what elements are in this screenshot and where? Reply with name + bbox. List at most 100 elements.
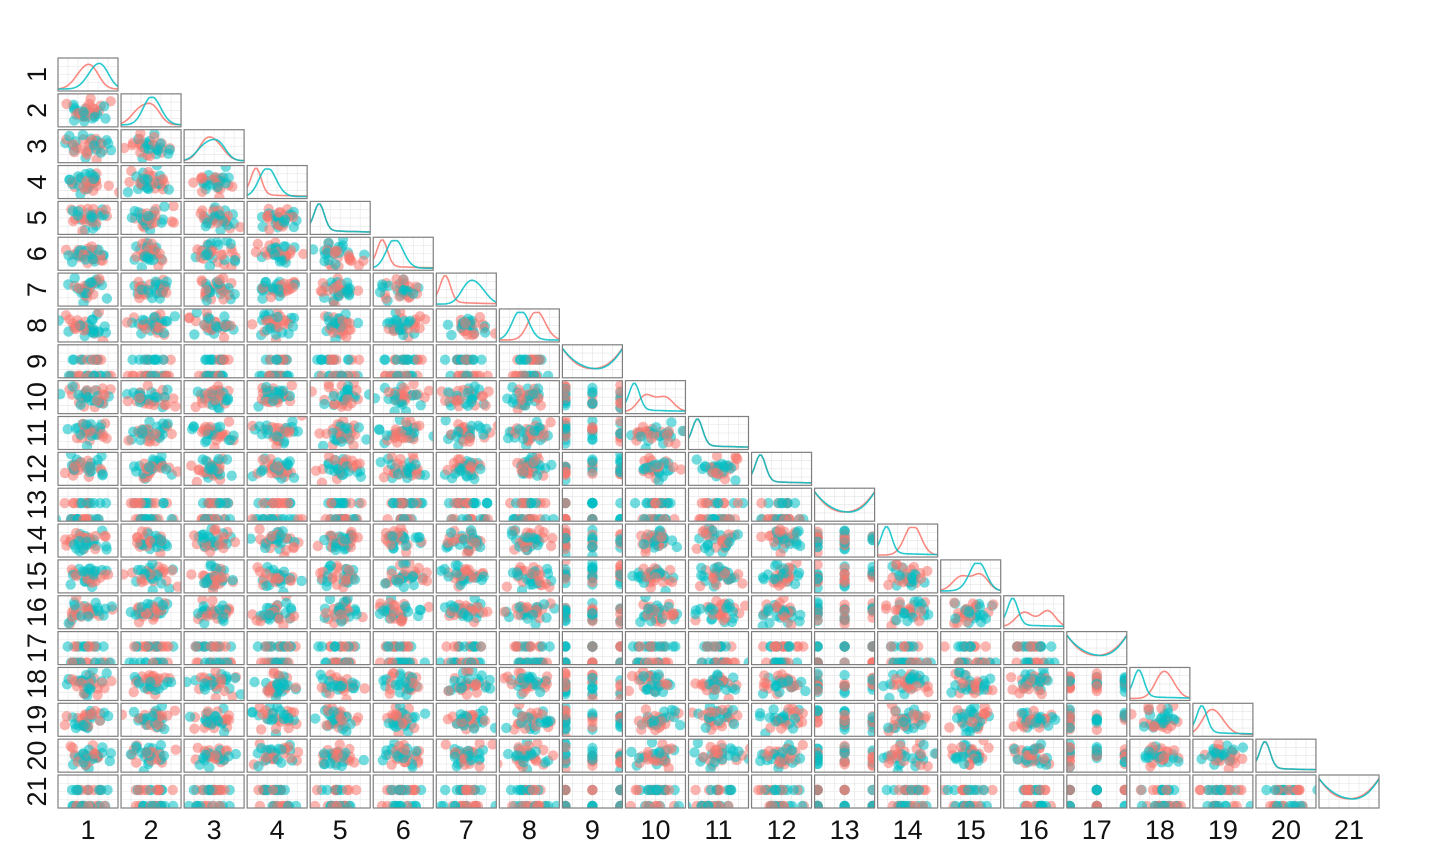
- scatter-point: [891, 559, 902, 570]
- scatter-point: [157, 418, 169, 429]
- scatter-point: [310, 244, 319, 255]
- scatter-point: [122, 187, 134, 198]
- scatter-point: [541, 657, 552, 665]
- scatter-point: [439, 354, 451, 365]
- scatter-point: [298, 248, 308, 260]
- scatter-point: [203, 531, 214, 542]
- scatter-panel-15-6: [372, 559, 434, 594]
- scatter-point: [462, 400, 474, 411]
- density-panel-6: [372, 236, 434, 271]
- scatter-point: [395, 324, 406, 336]
- scatter-point: [615, 569, 623, 580]
- scatter-point: [217, 370, 228, 378]
- panel-border: [183, 344, 245, 379]
- scatter-panel-15-5: [309, 559, 371, 594]
- scatter-point: [218, 332, 230, 342]
- scatter-point: [489, 328, 497, 339]
- scatter-point: [507, 370, 519, 378]
- scatter-point: [136, 526, 148, 537]
- density-panel-13: [813, 487, 876, 522]
- scatter-panel-16-6: [372, 595, 434, 630]
- scatter-panel-14-9: [561, 523, 624, 558]
- scatter-point: [656, 532, 667, 543]
- scatter-point: [169, 311, 181, 322]
- scatter-point: [223, 416, 235, 427]
- scatter-point: [72, 171, 84, 182]
- scatter-point: [352, 317, 364, 329]
- scatter-point: [516, 497, 528, 509]
- scatter-point: [282, 497, 294, 509]
- scatter-point: [791, 527, 803, 538]
- scatter-point: [78, 514, 89, 522]
- scatter-point: [615, 386, 623, 397]
- panel-border: [120, 272, 182, 307]
- scatter-point: [988, 599, 999, 610]
- scatter-point: [349, 574, 361, 585]
- scatter-point: [139, 251, 151, 262]
- scatter-point: [587, 433, 598, 445]
- scatter-point: [379, 354, 390, 365]
- scatter-point: [67, 381, 78, 392]
- scatter-point: [75, 399, 86, 410]
- scatter-point: [205, 354, 217, 365]
- scatter-point: [95, 147, 107, 158]
- scatter-point: [615, 617, 623, 629]
- scatter-point: [257, 464, 268, 476]
- scatter-point: [186, 460, 197, 471]
- scatter-point: [562, 573, 571, 584]
- scatter-panel-14-4: [246, 523, 308, 558]
- scatter-point: [202, 248, 213, 259]
- scatter-point: [867, 534, 875, 546]
- scatter-point: [252, 238, 263, 250]
- scatter-point: [147, 585, 158, 593]
- scatter-point: [615, 452, 623, 460]
- scatter-point: [321, 580, 332, 592]
- scatter-panel-10-2: [120, 380, 182, 415]
- scatter-point: [535, 400, 546, 411]
- scatter-point: [706, 514, 718, 522]
- scatter-point: [252, 641, 264, 652]
- density-panel-3: [183, 129, 245, 164]
- scatter-point: [476, 391, 487, 402]
- scatter-point: [587, 397, 598, 409]
- scatter-point: [666, 417, 677, 428]
- scatter-point: [774, 524, 786, 535]
- density-panel-10: [624, 380, 687, 415]
- scatter-point: [154, 322, 165, 334]
- scatter-point: [526, 568, 537, 580]
- scatter-point: [260, 277, 271, 288]
- scatter-point: [157, 174, 169, 185]
- scatter-panel-16-11: [687, 595, 750, 630]
- scatter-panel-13-3: [183, 487, 245, 522]
- scatter-point: [264, 370, 275, 378]
- density-curve: [121, 96, 182, 126]
- panel-grid-lines: [121, 93, 182, 127]
- scatter-point: [883, 579, 894, 591]
- scatter-point: [288, 541, 299, 553]
- scatter-point: [317, 278, 329, 289]
- scatter-panel-10-8: [498, 380, 560, 415]
- scatter-point: [708, 604, 719, 616]
- scatter-point: [337, 324, 349, 335]
- scatter-point: [587, 641, 598, 652]
- scatter-point: [482, 514, 493, 522]
- scatter-point: [464, 436, 475, 447]
- scatter-point: [330, 544, 341, 556]
- scatter-point: [251, 615, 262, 626]
- scatter-point: [914, 615, 925, 627]
- scatter-point: [482, 497, 493, 509]
- panel-grid: [57, 57, 1380, 809]
- scatter-point: [388, 497, 399, 509]
- scatter-point: [499, 606, 510, 617]
- scatter-panel-13-8: [498, 487, 560, 522]
- scatter-panel-6-1: [57, 236, 119, 271]
- scatter-point: [129, 641, 140, 652]
- density-curve: [121, 102, 182, 126]
- scatter-point: [86, 241, 98, 252]
- panel-border: [183, 308, 245, 343]
- scatter-point: [137, 314, 148, 325]
- panel-border: [57, 344, 119, 379]
- scatter-point: [778, 595, 789, 604]
- scatter-point: [562, 423, 571, 435]
- scatter-point: [225, 238, 236, 249]
